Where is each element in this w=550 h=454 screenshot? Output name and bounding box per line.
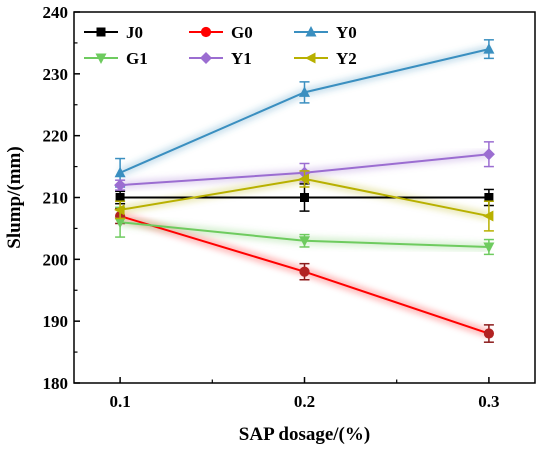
series-J0 xyxy=(115,183,494,212)
data-point xyxy=(299,266,310,277)
legend-label: J0 xyxy=(126,23,143,42)
data-point xyxy=(114,166,126,178)
legend-item-Y0: Y0 xyxy=(294,23,357,42)
series-glow xyxy=(118,44,490,177)
axes-layer: 180 190 200 210 220 230 240 0.1 0.2 0.3 xyxy=(43,3,500,411)
x-tick-label: 0.2 xyxy=(294,392,315,411)
legend-label: Y0 xyxy=(336,23,357,42)
legend-marker xyxy=(96,27,106,37)
legend-label: Y2 xyxy=(336,49,357,68)
data-point xyxy=(483,242,495,253)
data-point xyxy=(482,148,495,161)
legend-item-G0: G0 xyxy=(189,23,253,42)
data-point xyxy=(114,179,127,192)
legend-item-G1: G1 xyxy=(84,49,148,68)
legend-marker xyxy=(200,26,212,38)
legend-marker xyxy=(95,53,107,64)
x-axis-title: SAP dosage/(%) xyxy=(239,424,370,445)
data-point xyxy=(482,210,494,222)
legend-item-J0: J0 xyxy=(84,23,143,42)
x-tick-label: 0.1 xyxy=(109,392,130,411)
data-point xyxy=(299,86,310,97)
series-Y0 xyxy=(114,39,495,188)
data-point xyxy=(114,217,126,229)
legend-label: Y1 xyxy=(231,49,252,68)
legend-marker xyxy=(305,52,316,64)
series-Y2 xyxy=(114,170,494,232)
data-point xyxy=(115,193,125,202)
y-tick-label: 180 xyxy=(43,374,69,393)
data-point xyxy=(298,173,309,185)
y-tick-label: 220 xyxy=(43,127,69,146)
x-tick-label: 0.3 xyxy=(478,392,499,411)
data-point xyxy=(299,236,310,247)
legend-label: G0 xyxy=(231,23,253,42)
legend-label: G1 xyxy=(126,49,148,68)
legend-item-Y2: Y2 xyxy=(294,49,357,68)
y-tick-label: 240 xyxy=(43,3,69,22)
data-point xyxy=(484,193,494,202)
data-point xyxy=(483,43,495,54)
y-tick-label: 190 xyxy=(43,312,69,331)
legend-marker xyxy=(200,52,212,64)
y-tick-label: 210 xyxy=(43,189,69,208)
series-layer xyxy=(114,39,495,343)
data-point xyxy=(114,204,125,216)
legend-marker xyxy=(305,26,317,37)
y-tick-label: 230 xyxy=(43,65,69,84)
legend-item-Y1: Y1 xyxy=(189,49,252,68)
y-tick-label: 200 xyxy=(43,250,69,269)
data-point xyxy=(300,193,309,202)
legend: J0 G0 Y0 G1 Y1 Y2 xyxy=(84,23,357,68)
y-axis-title: Slump/(mm) xyxy=(4,146,25,248)
series-line xyxy=(119,48,490,174)
data-point xyxy=(483,328,494,339)
series-G0 xyxy=(115,207,494,343)
